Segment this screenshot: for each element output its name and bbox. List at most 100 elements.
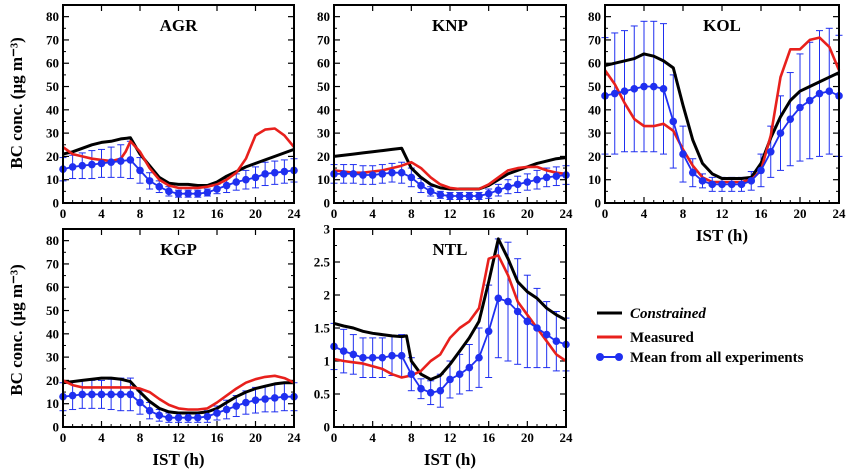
legend-mean-marker-left: [596, 353, 604, 361]
y-tick-label: 70: [46, 256, 59, 271]
mean-line: [604, 85, 840, 186]
x-tick-label: 8: [137, 430, 144, 445]
mean-marker: [184, 189, 192, 198]
x-tick-label: 8: [137, 206, 144, 221]
mean-marker: [388, 168, 396, 177]
mean-marker: [640, 82, 648, 91]
y-tick-label: 20: [317, 149, 330, 164]
mean-marker: [708, 180, 717, 189]
y-tick-label: 1.5: [314, 321, 331, 336]
y-tick-label: 0: [324, 196, 331, 211]
mean-marker: [68, 391, 77, 400]
mean-marker: [630, 85, 639, 93]
mean-marker: [145, 406, 154, 415]
mean-marker: [368, 353, 377, 362]
y-tick-label: 1: [324, 354, 331, 369]
mean-marker: [417, 181, 425, 190]
mean-marker: [718, 180, 726, 189]
mean-marker: [339, 170, 348, 178]
mean-marker: [513, 180, 522, 189]
x-tick-label: 24: [288, 430, 302, 445]
x-tick-label: 4: [369, 206, 376, 221]
measured-line: [62, 374, 295, 411]
mean-marker: [251, 173, 260, 182]
y-tick-label: 10: [46, 396, 59, 411]
y-tick-label: 60: [588, 56, 601, 71]
mean-marker: [397, 351, 406, 360]
y-tick-label: 2.5: [314, 255, 331, 270]
x-tick-label: 16: [755, 206, 769, 221]
y-tick-label: 50: [46, 303, 59, 318]
mean-marker: [698, 177, 707, 185]
x-tick-label: 16: [211, 206, 225, 221]
mean-marker: [494, 186, 503, 194]
panel-kol: 0 4 8 12 16 20 24 0 10 20 30 40 50 60 70 80 KOL IST (h): [588, 4, 847, 245]
mean-marker: [368, 171, 377, 179]
panel-title: AGR: [160, 16, 199, 35]
mean-marker: [552, 337, 561, 346]
y-tick-label: 10: [317, 172, 330, 187]
mean-marker: [184, 413, 192, 422]
mean-marker: [504, 297, 512, 306]
mean-marker: [533, 175, 541, 184]
mean-marker: [126, 390, 135, 399]
y-tick-label: 30: [46, 126, 59, 141]
x-tick-label: 24: [833, 206, 847, 221]
mean-marker: [776, 129, 785, 137]
mean-marker: [805, 96, 814, 105]
mean-marker: [359, 353, 367, 362]
mean-marker: [388, 351, 396, 360]
y-tick-label: 80: [46, 233, 59, 248]
panel-agr: 0 4 8 12 16 20 24 0 10 20 30 40 50 60 70 80 AGR: [46, 4, 301, 221]
y-tick-label: 60: [46, 280, 59, 295]
y-tick-label: 0: [53, 420, 60, 435]
mean-marker: [465, 363, 474, 372]
y-tick-label: 20: [588, 149, 601, 164]
x-tick-label: 4: [98, 430, 105, 445]
y-tick-label: 60: [46, 56, 59, 71]
x-tick-label: 4: [98, 206, 105, 221]
mean-marker: [88, 390, 96, 399]
mean-marker: [193, 413, 202, 422]
x-tick-label: 24: [560, 430, 574, 445]
plot-frame: [604, 4, 840, 204]
constrained-line: [604, 52, 840, 180]
mean-marker: [659, 85, 668, 93]
mean-marker: [436, 191, 445, 199]
x-tick-label: 8: [680, 206, 687, 221]
constrained-line: [62, 136, 295, 187]
x-tick-label: 8: [408, 206, 415, 221]
mean-marker: [251, 396, 260, 405]
constrained-line: [333, 146, 567, 191]
x-tick-label: 4: [641, 206, 648, 221]
y-axis-label-top: BC conc. (µg m⁻³): [7, 37, 26, 169]
panel-ntl: 0 4 8 12 16 20 24 0 0.5 1 1.5 2 2.5 3 NTL IST (h): [314, 222, 573, 470]
mean-marker: [436, 386, 445, 395]
plot-frame: [333, 228, 567, 428]
x-tick-label: 16: [482, 206, 496, 221]
y-tick-label: 40: [46, 326, 59, 341]
panel-knp: 0 4 8 12 16 20 24 0 10 20 30 40 50 60 70 80 KNP: [317, 4, 573, 221]
y-tick-label: 50: [46, 79, 59, 94]
y-tick-label: 70: [317, 32, 330, 47]
mean-marker: [397, 168, 406, 177]
mean-marker: [270, 168, 279, 177]
mean-marker: [475, 353, 483, 362]
mean-marker: [349, 170, 358, 178]
constrained-line: [333, 237, 567, 381]
mean-marker: [270, 394, 279, 402]
mean-marker: [475, 192, 483, 200]
mean-marker: [232, 178, 241, 186]
x-tick-label: 0: [60, 430, 67, 445]
panel-kgp: 0 4 8 12 16 20 24 0 10 20 30 40 50 60 70 80 KGP IST (h): [46, 228, 302, 469]
mean-marker: [815, 89, 824, 98]
mean-marker: [825, 87, 834, 95]
mean-marker: [523, 178, 532, 186]
mean-marker: [523, 317, 532, 326]
mean-marker: [446, 192, 454, 200]
mean-marker: [232, 402, 241, 410]
mean-marker: [542, 330, 551, 339]
x-tick-label: 12: [716, 206, 729, 221]
